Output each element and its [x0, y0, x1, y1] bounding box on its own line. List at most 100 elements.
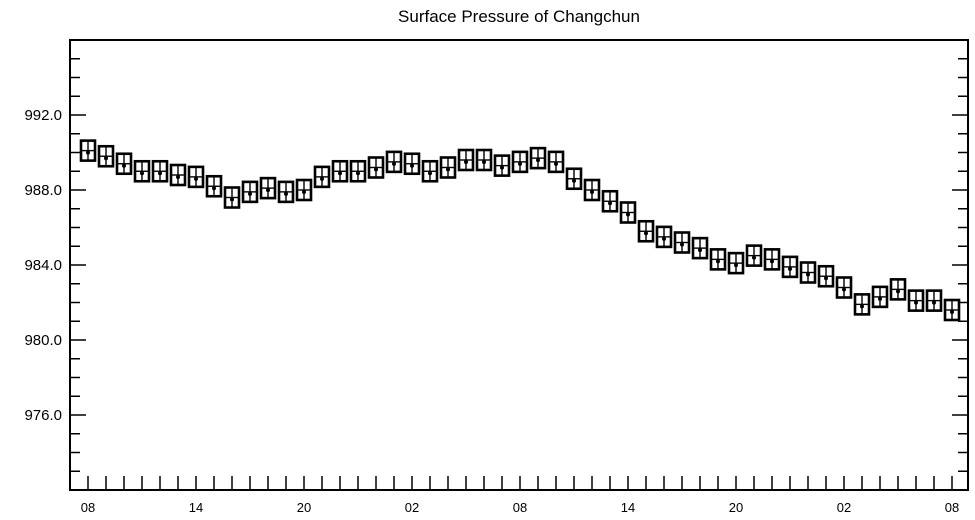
data-dot	[158, 171, 162, 176]
y-axis: 976.0 980.0 984.0 988.0 992.0	[24, 58, 968, 472]
data-series	[79, 139, 961, 322]
data-point	[799, 261, 817, 284]
data-point	[745, 244, 763, 267]
data-dot	[284, 191, 288, 196]
data-point	[907, 289, 925, 312]
data-dot	[356, 171, 360, 176]
data-dot	[662, 236, 666, 241]
data-dot	[248, 191, 252, 196]
data-point	[97, 144, 115, 168]
data-point	[205, 174, 223, 198]
data-point	[115, 152, 133, 176]
data-dot	[770, 259, 774, 264]
chart-title: Surface Pressure of Changchun	[398, 7, 640, 26]
data-dot	[752, 255, 756, 260]
data-dot	[464, 160, 468, 164]
x-axis: 08 14 20 02 08 14 20 02 08	[81, 476, 959, 515]
data-dot	[572, 178, 576, 183]
data-point	[223, 186, 241, 209]
x-tick-label: 20	[297, 500, 311, 515]
data-point	[457, 148, 475, 172]
data-dot	[698, 248, 702, 253]
data-point	[385, 150, 403, 174]
data-point	[709, 248, 727, 271]
data-point	[727, 251, 745, 275]
data-point	[349, 159, 367, 183]
data-dot	[374, 167, 378, 172]
data-dot	[500, 165, 504, 170]
data-dot	[842, 287, 846, 292]
x-tick-label: 14	[621, 500, 635, 515]
data-dot	[554, 161, 558, 166]
data-dot	[860, 304, 864, 309]
data-dot	[536, 158, 540, 163]
data-dot	[212, 186, 216, 191]
data-dot	[950, 310, 954, 314]
data-point	[475, 148, 493, 172]
data-dot	[176, 175, 180, 179]
data-point	[79, 139, 97, 162]
data-point	[781, 255, 799, 279]
data-dot	[914, 300, 918, 305]
x-tick-label: 02	[405, 500, 419, 515]
data-dot	[806, 272, 810, 277]
x-tick-label: 08	[945, 500, 959, 515]
data-dot	[824, 276, 828, 281]
data-dot	[716, 259, 720, 264]
data-point	[943, 298, 961, 322]
data-dot	[410, 163, 414, 168]
data-dot	[140, 171, 144, 176]
data-point	[889, 278, 907, 301]
y-tick-label: 992.0	[24, 107, 62, 124]
data-point	[169, 163, 187, 187]
data-point	[637, 219, 655, 243]
data-point	[583, 178, 601, 202]
data-dot	[266, 188, 270, 193]
data-point	[619, 201, 637, 224]
data-point	[763, 248, 781, 271]
data-point	[529, 146, 547, 170]
data-point	[295, 178, 313, 202]
data-point	[547, 150, 565, 174]
data-point	[493, 154, 511, 177]
data-dot	[338, 171, 342, 176]
data-point	[511, 150, 529, 174]
data-point	[691, 236, 709, 260]
data-point	[673, 231, 691, 254]
data-dot	[320, 176, 324, 181]
y-tick-label: 984.0	[24, 257, 62, 274]
data-dot	[896, 289, 900, 294]
data-dot	[104, 156, 108, 161]
data-dot	[446, 167, 450, 172]
data-dot	[626, 212, 630, 217]
y-tick-label: 988.0	[24, 182, 62, 199]
data-point	[331, 159, 349, 183]
data-dot	[590, 190, 594, 194]
data-dot	[644, 231, 648, 236]
data-dot	[734, 263, 738, 268]
y-tick-label: 976.0	[24, 407, 62, 424]
data-point	[187, 165, 205, 189]
data-point	[313, 165, 331, 189]
data-point	[853, 293, 871, 316]
data-dot	[302, 190, 306, 194]
data-dot	[428, 171, 432, 176]
data-point	[601, 189, 619, 213]
x-tick-label: 14	[189, 500, 203, 515]
data-dot	[482, 160, 486, 164]
data-dot	[122, 163, 126, 168]
data-point	[367, 156, 385, 179]
data-point	[241, 180, 259, 204]
data-dot	[86, 150, 90, 155]
data-dot	[788, 266, 792, 271]
x-tick-label: 08	[81, 500, 95, 515]
data-point	[259, 176, 277, 200]
data-point	[817, 264, 835, 288]
data-dot	[518, 161, 522, 166]
data-dot	[230, 197, 234, 202]
data-point	[277, 180, 295, 204]
data-point	[403, 152, 421, 176]
data-point	[439, 156, 457, 179]
data-point	[421, 159, 439, 183]
